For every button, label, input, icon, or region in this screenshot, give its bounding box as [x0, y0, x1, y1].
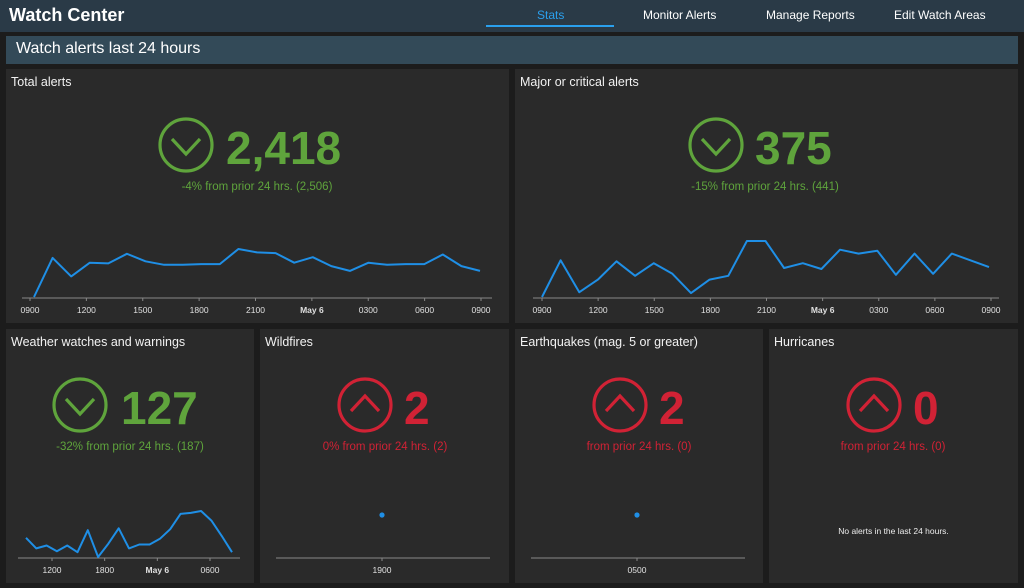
empty-state-message: No alerts in the last 24 hours.: [838, 526, 949, 536]
wildfires-chart: 1900: [276, 512, 490, 575]
panel-title: Earthquakes (mag. 5 or greater): [520, 335, 698, 349]
x-tick-label: 0900: [982, 305, 1001, 315]
x-tick-label: May 6: [811, 305, 835, 315]
x-tick-label: 1500: [645, 305, 664, 315]
indicator-subtext: from prior 24 hrs. (0): [586, 441, 692, 453]
x-tick-label: 0600: [925, 305, 944, 315]
indicator-subtext: -15% from prior 24 hrs. (441): [691, 181, 839, 193]
x-tick-label: 2100: [757, 305, 776, 315]
panel-major-critical-alerts: Major or critical alerts 375 -15% from p…: [515, 69, 1018, 323]
chevron-up-circle-icon: [592, 377, 648, 433]
x-tick-label: 0300: [359, 305, 378, 315]
series-line: [33, 248, 481, 298]
indicator-value: 0: [913, 382, 939, 434]
indicator-subtext: -4% from prior 24 hrs. (2,506): [181, 181, 333, 193]
x-tick-label: 2100: [246, 305, 265, 315]
x-tick-label: May 6: [300, 305, 324, 315]
earthquakes-chart: 0500: [531, 512, 745, 575]
x-tick-label: 0900: [533, 305, 552, 315]
tab-stats[interactable]: Stats: [537, 8, 565, 22]
x-tick-label: 1200: [77, 305, 96, 315]
chevron-down-circle-icon: [158, 117, 214, 173]
panel-total-alerts: Total alerts 2,418 -4% from prior 24 hrs…: [6, 69, 509, 323]
active-tab-indicator: [486, 25, 614, 27]
panel-earthquakes: Earthquakes (mag. 5 or greater) 2 from p…: [515, 329, 763, 583]
indicator-subtext: 0% from prior 24 hrs. (2): [322, 441, 448, 453]
x-tick-label: 1800: [190, 305, 209, 315]
chevron-down-circle-icon: [688, 117, 744, 173]
indicator-subtext: from prior 24 hrs. (0): [840, 441, 946, 453]
chevron-up-circle-icon: [337, 377, 393, 433]
data-point: [634, 512, 640, 518]
x-tick-label: 1500: [133, 305, 152, 315]
banner-title: Watch alerts last 24 hours: [16, 40, 201, 57]
x-tick-label: 1200: [43, 565, 62, 575]
data-point: [379, 512, 385, 518]
indicator-value: 2: [659, 382, 685, 434]
indicator-value: 127: [121, 382, 198, 434]
tab-manage-reports[interactable]: Manage Reports: [766, 8, 855, 22]
x-tick-label: 1200: [589, 305, 608, 315]
panel-title: Hurricanes: [774, 335, 835, 349]
x-tick-label: 1900: [373, 565, 392, 575]
x-tick-label: 1800: [95, 565, 114, 575]
x-tick-label: 0900: [21, 305, 40, 315]
tab-edit-watch-areas[interactable]: Edit Watch Areas: [894, 8, 986, 22]
major-alerts-chart: 0900 1200 1500 1800 2100 May 6 0300 0600 0900: [533, 240, 1001, 315]
panel-title: Wildfires: [265, 335, 313, 349]
panel-weather-watches: Weather watches and warnings 127 -32% fr…: [6, 329, 254, 583]
total-alerts-chart: 0900 1200 1500 1800 2100 May 6 0300 0600 0900: [21, 248, 492, 315]
x-tick-label: 0300: [869, 305, 888, 315]
panel-hurricanes: Hurricanes 0 from prior 24 hrs. (0) No a…: [769, 329, 1018, 583]
x-tick-label: May 6: [146, 565, 170, 575]
x-tick-label: 0600: [201, 565, 220, 575]
indicator-subtext: -32% from prior 24 hrs. (187): [56, 441, 204, 453]
tab-monitor-alerts[interactable]: Monitor Alerts: [643, 8, 717, 22]
panel-wildfires: Wildfires 2 0% from prior 24 hrs. (2) 19…: [260, 329, 509, 583]
x-tick-label: 0900: [472, 305, 491, 315]
x-tick-label: 0500: [628, 565, 647, 575]
chevron-up-circle-icon: [846, 377, 902, 433]
section-banner: Watch alerts last 24 hours: [6, 36, 1018, 64]
panel-title: Major or critical alerts: [520, 75, 639, 89]
indicator-value: 2: [404, 382, 430, 434]
panel-title: Total alerts: [11, 75, 72, 89]
panel-title: Weather watches and warnings: [11, 335, 186, 349]
indicator-value: 2,418: [226, 122, 342, 174]
x-tick-label: 1800: [701, 305, 720, 315]
weather-chart: 1200 1800 May 6 0600: [18, 510, 240, 575]
x-tick-label: 0600: [415, 305, 434, 315]
indicator-value: 375: [755, 122, 832, 174]
app-header: Watch Center Stats Monitor Alerts Manage…: [0, 0, 1024, 32]
series-line: [25, 510, 233, 558]
app-title: Watch Center: [9, 5, 125, 25]
series-line: [541, 240, 990, 298]
chevron-down-circle-icon: [52, 377, 108, 433]
